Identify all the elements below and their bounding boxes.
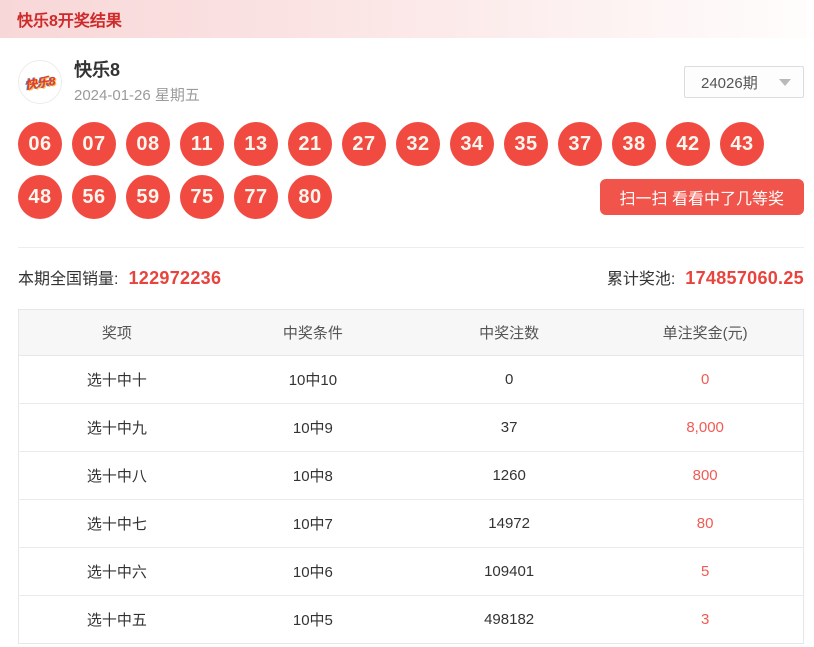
prize-pool-stat: 累计奖池: 174857060.25 <box>607 265 804 289</box>
drawn-number-ball: 27 <box>342 122 386 166</box>
table-cell-condition: 10中6 <box>214 547 411 596</box>
drawn-number-ball: 38 <box>612 122 656 166</box>
page-title: 快乐8开奖结果 <box>17 13 122 30</box>
kuaile8-logo-text: 快乐8 <box>23 73 57 92</box>
table-cell-amount: 8,000 <box>607 403 804 452</box>
kuaile8-logo: 快乐8 <box>18 60 62 104</box>
stats-bar: 本期全国销量: 122972236 累计奖池: 174857060.25 <box>18 247 804 309</box>
table-row: 选十中七 10中7 14972 80 <box>18 499 804 548</box>
main-content: 快乐8 快乐8 2024-01-26 星期五 24026期 06 07 08 11 13… <box>0 59 814 644</box>
prize-table: 奖项 中奖条件 中奖注数 单注奖金(元) 选十中十 10中10 0 0 选十中九 10中9 37 8… <box>18 309 804 644</box>
table-cell-condition: 10中5 <box>214 595 411 644</box>
table-cell-amount: 800 <box>607 451 804 500</box>
table-cell-prize: 选十中六 <box>18 547 215 596</box>
drawn-number-ball: 07 <box>72 122 116 166</box>
national-sales-stat: 本期全国销量: 122972236 <box>18 265 221 289</box>
sales-label: 本期全国销量: <box>18 271 119 288</box>
sales-value: 122972236 <box>128 268 222 288</box>
chevron-down-icon <box>779 78 791 86</box>
draw-info-row: 快乐8 快乐8 2024-01-26 星期五 24026期 <box>18 59 804 105</box>
drawn-number-ball: 37 <box>558 122 602 166</box>
prize-table-head: 奖项 中奖条件 中奖注数 单注奖金(元) <box>18 309 804 356</box>
ball-row-2: 48 56 59 75 77 80 扫一扫 看看中了几等奖 <box>18 175 804 219</box>
table-cell-condition: 10中7 <box>214 499 411 548</box>
scan-to-check-button[interactable]: 扫一扫 看看中了几等奖 <box>599 179 804 215</box>
table-cell-winners: 109401 <box>411 547 608 596</box>
table-row: 选十中九 10中9 37 8,000 <box>18 403 804 452</box>
draw-date: 2024-01-26 星期五 <box>74 87 200 104</box>
table-cell-prize: 选十中十 <box>18 355 215 404</box>
drawn-number-ball: 43 <box>720 122 764 166</box>
prize-table-column-header: 中奖条件 <box>214 309 411 356</box>
table-row: 选十中五 10中5 498182 3 <box>18 595 804 644</box>
drawn-number-ball: 06 <box>18 122 62 166</box>
prize-table-body: 选十中十 10中10 0 0 选十中九 10中9 37 8,000 选十中八 10中8 1260 80… <box>18 355 804 644</box>
table-cell-amount: 80 <box>607 499 804 548</box>
drawn-number-ball: 35 <box>504 122 548 166</box>
page-banner: 快乐8开奖结果 <box>0 0 814 38</box>
table-cell-amount: 5 <box>607 547 804 596</box>
drawn-number-ball: 80 <box>288 175 332 219</box>
table-cell-prize: 选十中七 <box>18 499 215 548</box>
table-cell-prize: 选十中九 <box>18 403 215 452</box>
drawn-number-ball: 56 <box>72 175 116 219</box>
issue-select-value: 24026期 <box>701 74 758 92</box>
table-row: 选十中八 10中8 1260 800 <box>18 451 804 500</box>
table-cell-condition: 10中10 <box>214 355 411 404</box>
table-cell-winners: 1260 <box>411 451 608 500</box>
table-cell-winners: 37 <box>411 403 608 452</box>
drawn-number-ball: 21 <box>288 122 332 166</box>
table-row: 选十中十 10中10 0 0 <box>18 355 804 404</box>
ball-group-1: 06 07 08 11 13 21 27 32 34 35 37 38 42 43 <box>18 122 764 166</box>
prize-table-header-row: 奖项 中奖条件 中奖注数 单注奖金(元) <box>18 309 804 356</box>
drawn-number-ball: 08 <box>126 122 170 166</box>
draw-titles: 快乐8 2024-01-26 星期五 <box>74 59 200 105</box>
prize-table-column-header: 单注奖金(元) <box>607 309 804 356</box>
ball-group-2: 48 56 59 75 77 80 <box>18 175 332 219</box>
drawn-number-ball: 59 <box>126 175 170 219</box>
drawn-number-ball: 34 <box>450 122 494 166</box>
table-cell-prize: 选十中五 <box>18 595 215 644</box>
drawn-number-ball: 11 <box>180 122 224 166</box>
drawn-number-ball: 75 <box>180 175 224 219</box>
drawn-number-ball: 13 <box>234 122 278 166</box>
pool-label: 累计奖池: <box>606 271 676 288</box>
table-cell-condition: 10中8 <box>214 451 411 500</box>
prize-table-column-header: 奖项 <box>18 309 215 356</box>
table-cell-winners: 498182 <box>411 595 608 644</box>
pool-value: 174857060.25 <box>685 268 804 288</box>
prize-table-column-header: 中奖注数 <box>411 309 608 356</box>
table-cell-condition: 10中9 <box>214 403 411 452</box>
table-cell-amount: 0 <box>607 355 804 404</box>
table-row: 选十中六 10中6 109401 5 <box>18 547 804 596</box>
ball-row-1: 06 07 08 11 13 21 27 32 34 35 37 38 42 43 <box>18 122 804 166</box>
table-cell-amount: 3 <box>607 595 804 644</box>
table-cell-winners: 14972 <box>411 499 608 548</box>
drawn-number-ball: 48 <box>18 175 62 219</box>
table-cell-winners: 0 <box>411 355 608 404</box>
drawn-number-ball: 42 <box>666 122 710 166</box>
table-cell-prize: 选十中八 <box>18 451 215 500</box>
game-name: 快乐8 <box>74 60 121 80</box>
drawn-number-ball: 77 <box>234 175 278 219</box>
issue-select-dropdown[interactable]: 24026期 <box>684 66 804 98</box>
drawn-numbers-section: 06 07 08 11 13 21 27 32 34 35 37 38 42 43 48 56 59 75 77 8… <box>18 122 804 219</box>
drawn-number-ball: 32 <box>396 122 440 166</box>
